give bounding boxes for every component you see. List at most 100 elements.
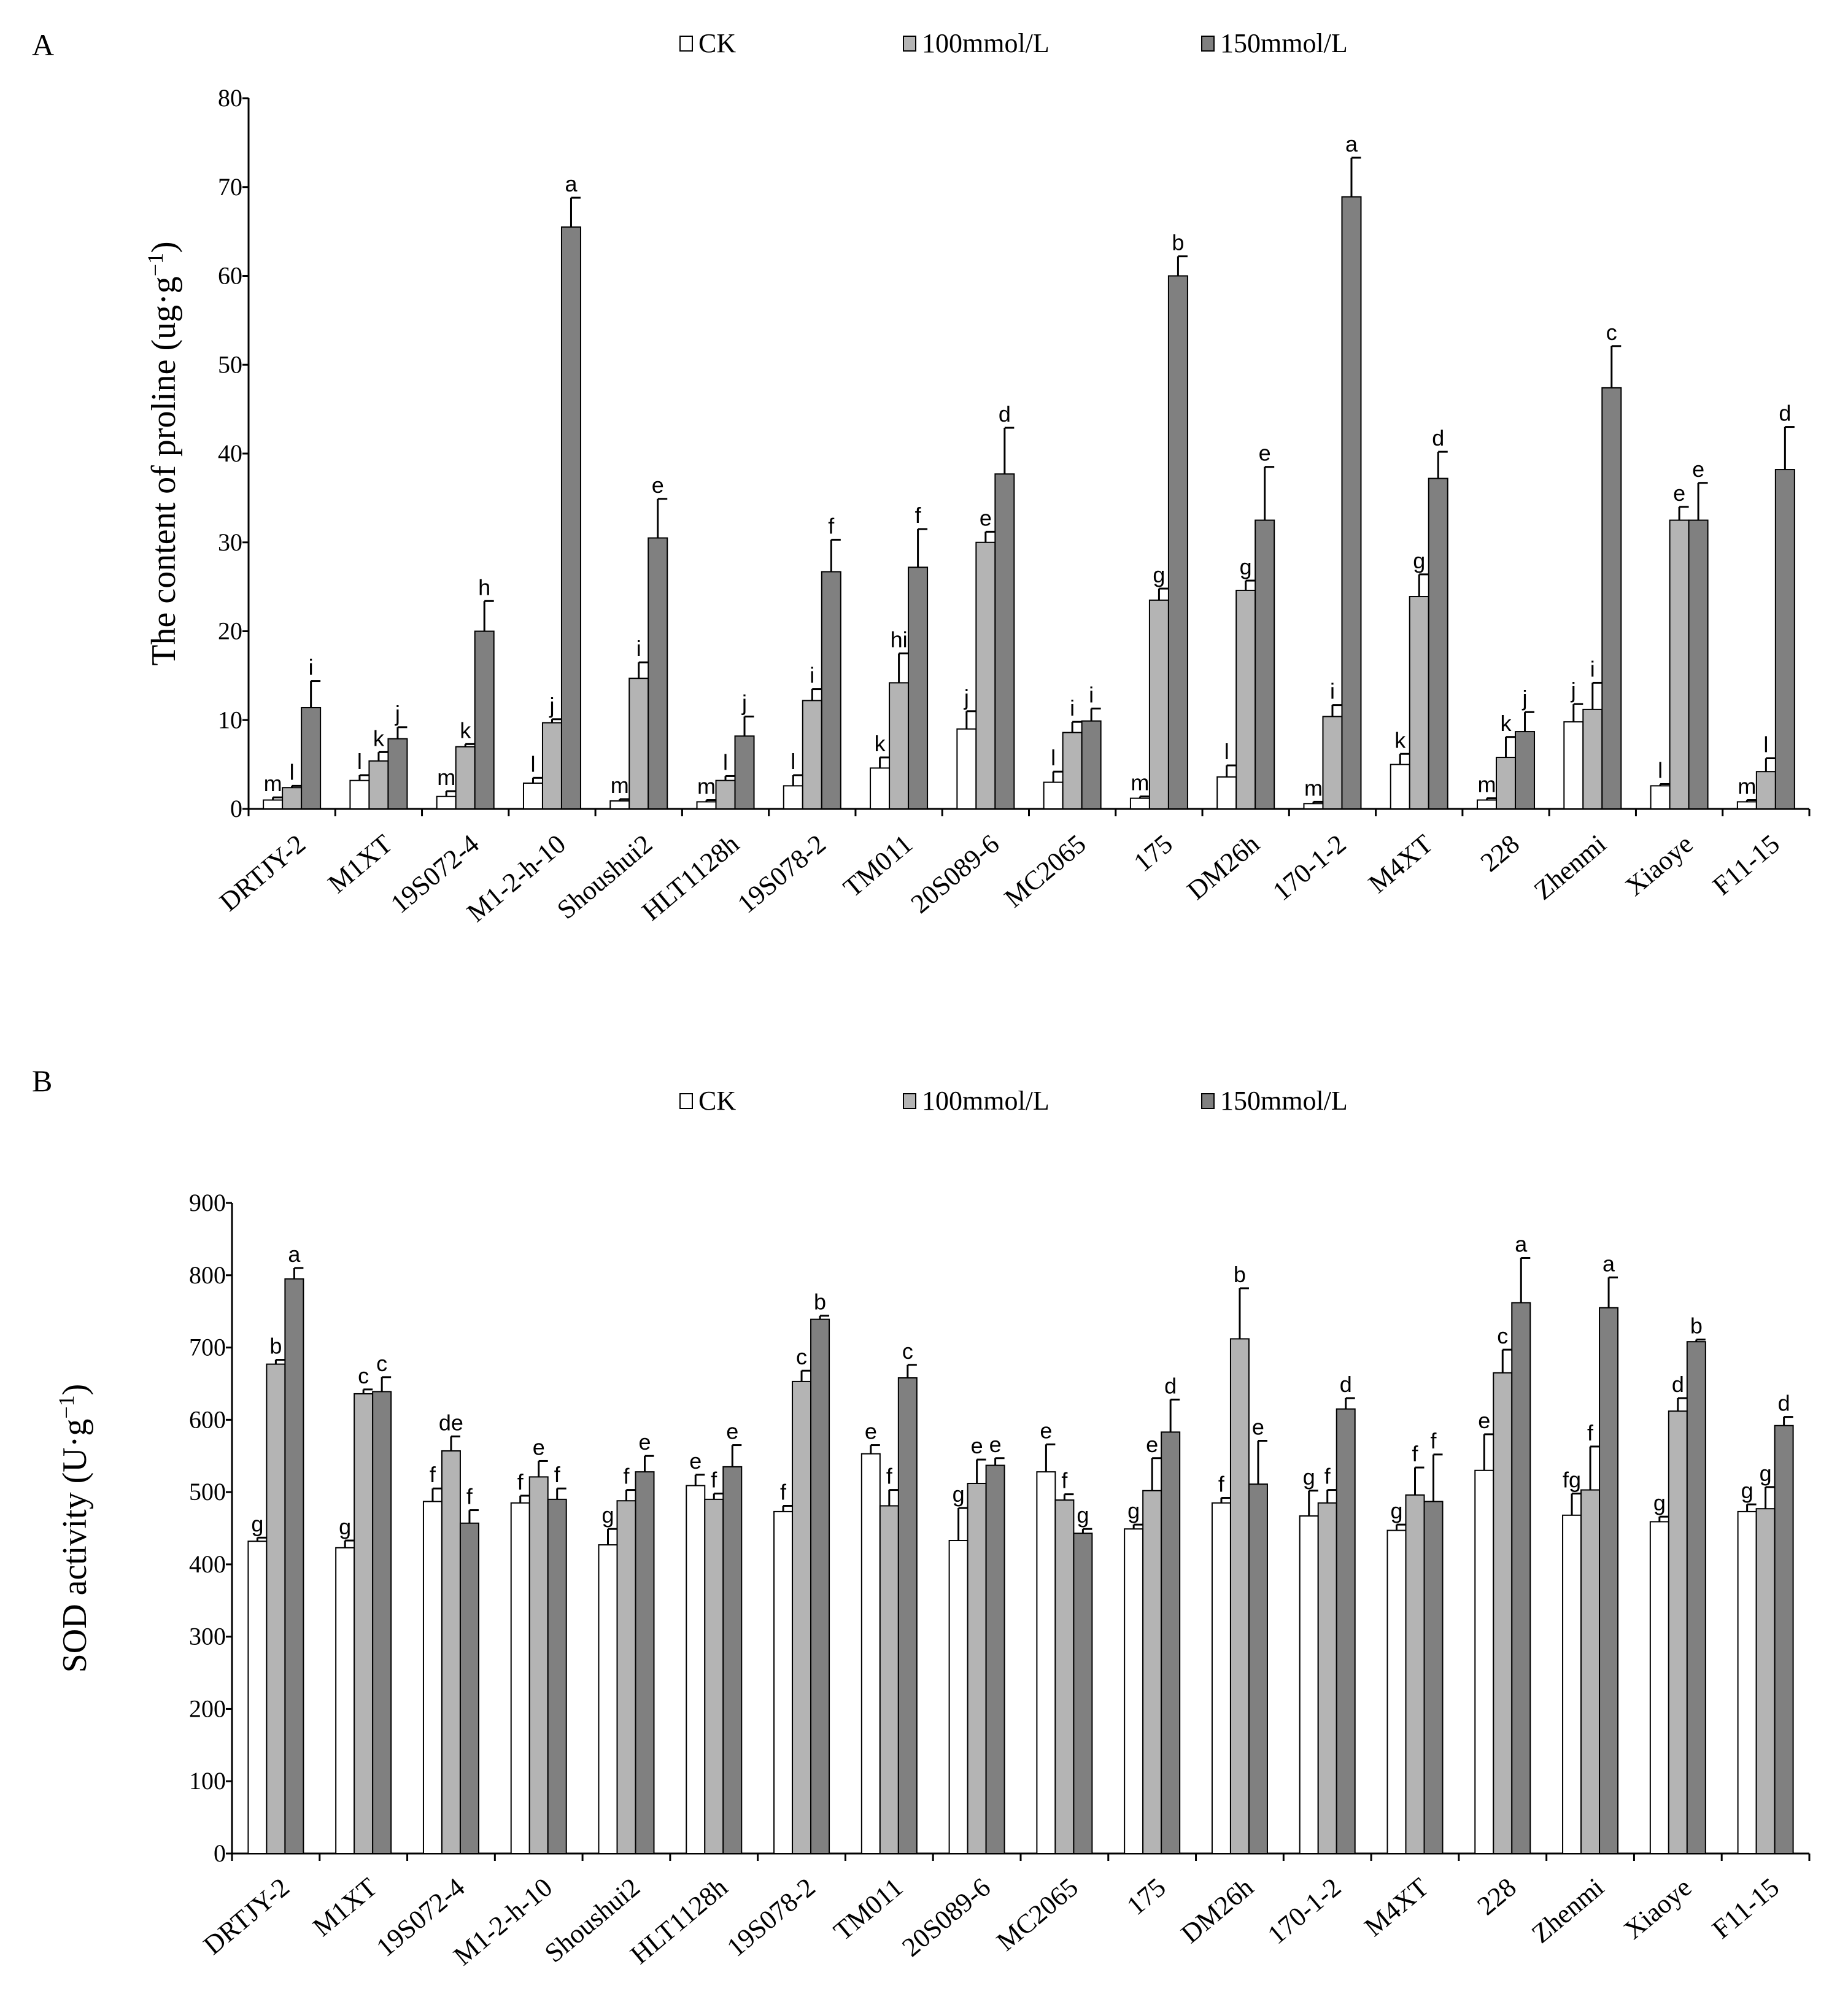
bar-100mmol/L-DRTJY-2 (282, 787, 303, 810)
significance-label: k (1394, 727, 1406, 752)
bar-150mmol/L-M4XT (1423, 1501, 1444, 1854)
significance-label: g (1127, 1498, 1140, 1523)
significance-label: g (1303, 1464, 1315, 1490)
significance-label: d (1672, 1372, 1684, 1397)
bar-CK-HLT1128h (686, 1485, 706, 1855)
bar-CK-DRTJY-2 (263, 799, 284, 810)
bar-CK-DM26h (1211, 1502, 1231, 1855)
significance-label: k (373, 725, 385, 751)
y-tick-label: 400 (189, 1550, 226, 1578)
y-tick-label: 40 (218, 439, 242, 467)
significance-label: b (1234, 1262, 1246, 1287)
bar-150mmol/L-Shoushui2 (635, 1471, 655, 1854)
bar-100mmol/L-M1XT (354, 1393, 374, 1854)
significance-label: l (1658, 757, 1663, 783)
bar-CK-MC2065 (1043, 781, 1064, 810)
significance-label: e (533, 1434, 545, 1459)
significance-label: f (915, 503, 922, 528)
legend-swatch-0 (679, 1093, 693, 1109)
legend-label-2: 150mmol/L (1220, 1086, 1348, 1116)
legend-label-1: 100mmol/L (922, 1086, 1050, 1116)
significance-label: f (1587, 1420, 1594, 1445)
y-tick-label: 0 (214, 1839, 226, 1867)
bar-100mmol/L-175 (1148, 599, 1169, 810)
bar-CK-M4XT (1386, 1529, 1407, 1855)
significance-label: c (1606, 320, 1617, 345)
y-tick-label: 70 (218, 173, 242, 201)
bar-CK-20S089-6 (956, 728, 977, 810)
significance-label: f (1061, 1468, 1068, 1493)
bar-150mmol/L-19S072-4 (459, 1522, 479, 1855)
bar-150mmol/L-Zhenmi (1601, 387, 1622, 810)
bar-150mmol/L-228 (1511, 1302, 1531, 1855)
bar-150mmol/L-DRTJY-2 (284, 1278, 304, 1855)
bar-100mmol/L-DM26h (1229, 1338, 1250, 1854)
significance-label: e (1252, 1414, 1264, 1439)
significance-label: g (1077, 1502, 1089, 1528)
significance-label: hi (891, 627, 908, 652)
bar-150mmol/L-19S078-2 (821, 571, 841, 810)
significance-label: e (971, 1433, 983, 1458)
bar-100mmol/L-M4XT (1409, 596, 1429, 810)
significance-label: j (549, 693, 554, 718)
bar-100mmol/L-M1XT (368, 760, 389, 810)
bar-100mmol/L-20S089-6 (975, 541, 996, 810)
significance-label: l (290, 759, 295, 784)
bar-CK-MC2065 (1036, 1471, 1056, 1854)
significance-label: f (430, 1462, 436, 1487)
significance-label: l (791, 749, 795, 774)
legend-swatch-2 (1201, 1093, 1215, 1109)
legend-label-0: CK (698, 28, 736, 58)
significance-label: m (437, 765, 455, 790)
significance-label: a (1345, 131, 1358, 157)
significance-label: f (623, 1464, 630, 1489)
bar-150mmol/L-DRTJY-2 (301, 706, 322, 810)
y-axis-title-close: ) (56, 1384, 94, 1396)
y-tick-label: 900 (189, 1189, 226, 1216)
significance-label: a (565, 171, 578, 196)
significance-label: m (264, 771, 282, 796)
significance-label: j (741, 690, 747, 715)
bar-150mmol/L-20S089-6 (994, 473, 1015, 810)
panel-b: B CK 100mmol/L 150mmol/L 0 100 200 300 400 500 600… (32, 1064, 1811, 1971)
significance-label: g (1741, 1478, 1753, 1503)
significance-label: e (726, 1419, 738, 1444)
bar-CK-228 (1477, 799, 1498, 810)
bar-CK-175 (1129, 797, 1150, 810)
y-tick-label: 30 (218, 528, 242, 556)
y-axis-title: The content of proline (ug·g−1) (143, 241, 183, 665)
significance-label: i (1330, 679, 1335, 704)
significance-label: d (1340, 1372, 1352, 1397)
significance-label: m (1304, 775, 1323, 800)
bar-CK-F11-15 (1737, 1510, 1757, 1854)
bar-150mmol/L-19S078-2 (810, 1318, 830, 1855)
bar-150mmol/L-228 (1515, 731, 1536, 810)
bar-100mmol/L-Zhenmi (1582, 708, 1603, 810)
significance-label: i (810, 663, 814, 688)
significance-label: fg (1563, 1467, 1581, 1492)
bar-CK-Xiaoye (1650, 785, 1671, 810)
significance-label: e (980, 505, 992, 530)
significance-label: i (1070, 695, 1075, 721)
y-axis-title: SOD activity (U·g−1) (54, 1384, 94, 1673)
significance-label: e (1478, 1408, 1490, 1433)
significance-label: c (902, 1339, 913, 1364)
significance-label: e (1259, 441, 1271, 466)
significance-label: e (1146, 1432, 1158, 1457)
bar-CK-DM26h (1216, 776, 1237, 810)
bar-150mmol/L-F11-15 (1774, 469, 1795, 810)
panel-letter: A (32, 28, 54, 62)
bar-100mmol/L-DM26h (1235, 589, 1256, 810)
significance-label: e (689, 1448, 702, 1474)
y-tick-label: 20 (218, 617, 242, 645)
significance-label: g (1153, 562, 1165, 587)
y-tick-label: 500 (189, 1478, 226, 1506)
significance-label: j (1522, 686, 1528, 711)
significance-label: j (964, 685, 969, 710)
significance-label: f (711, 1467, 717, 1492)
bar-150mmol/L-M1XT (387, 738, 408, 810)
significance-label: de (439, 1410, 463, 1435)
significance-label: m (1738, 774, 1756, 799)
bar-150mmol/L-F11-15 (1774, 1425, 1794, 1855)
bar-150mmol/L-M1-2-h-10 (547, 1498, 567, 1854)
